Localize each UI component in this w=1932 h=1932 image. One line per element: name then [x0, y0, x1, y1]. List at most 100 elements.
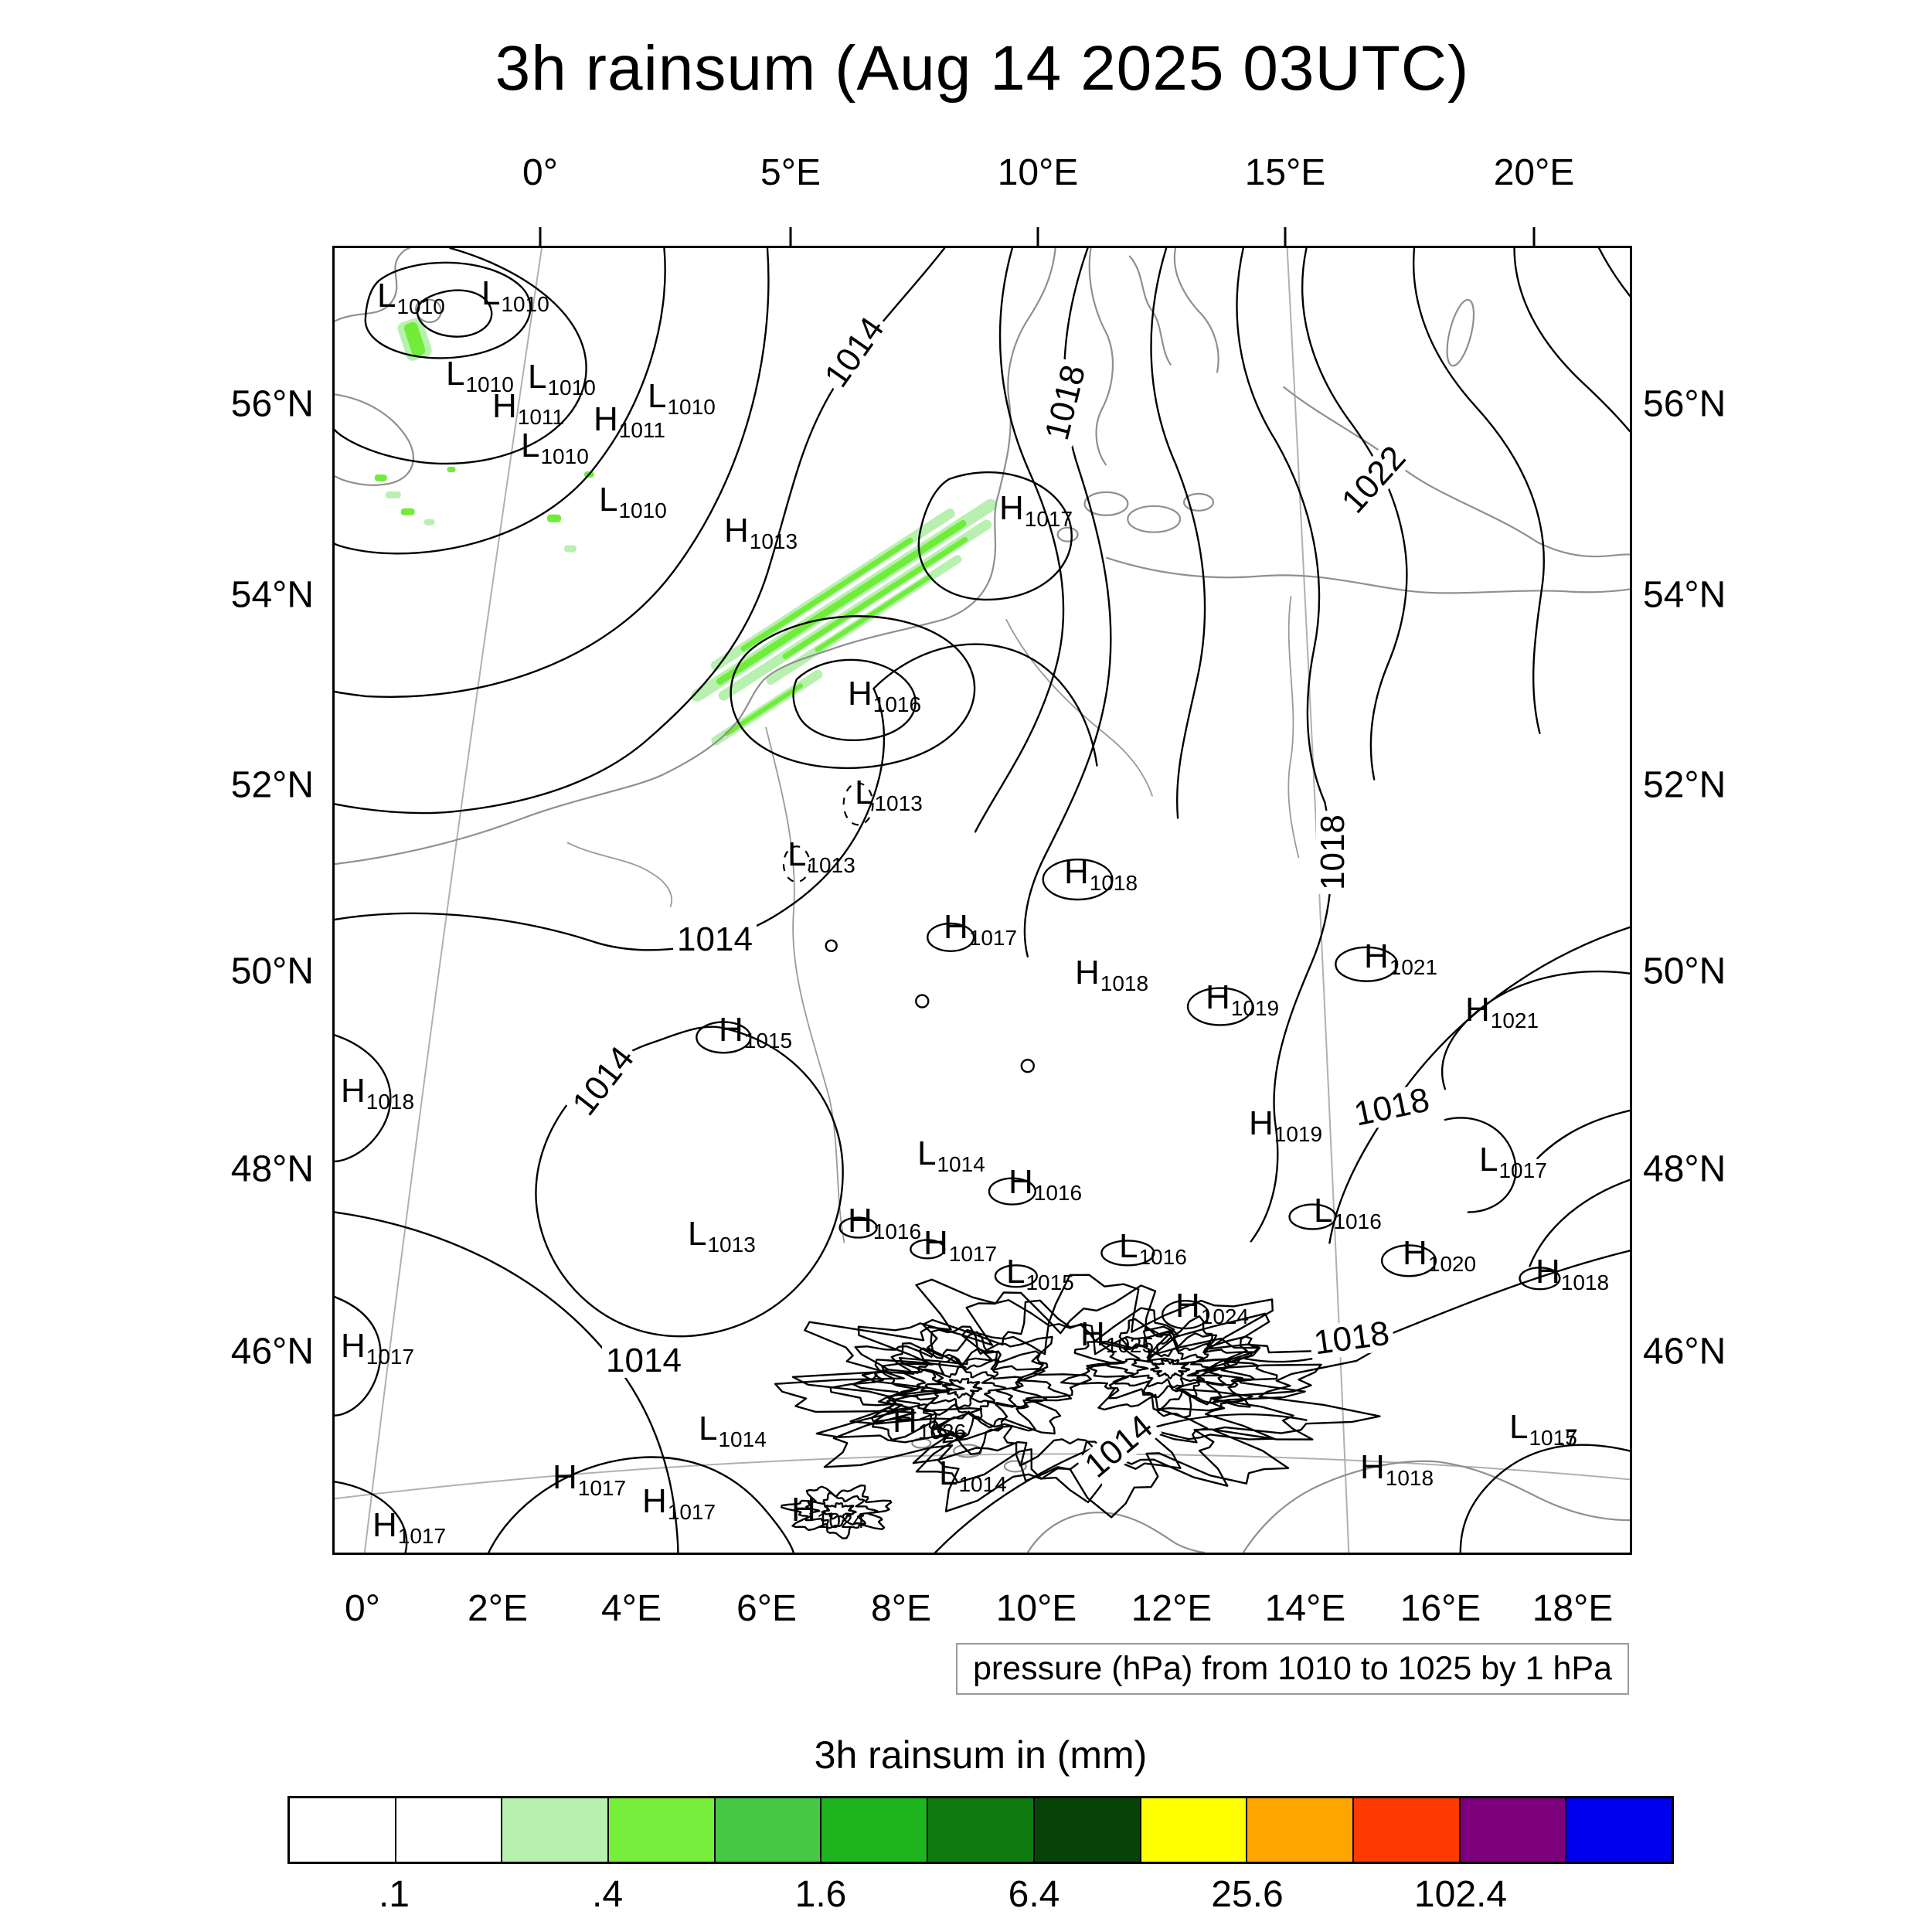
isobar-ring: [927, 922, 975, 952]
coastline: [1282, 386, 1630, 558]
lon-tick-label: 14°E: [1264, 1588, 1346, 1629]
pressure-value: 1013: [874, 791, 923, 815]
coastline: [1088, 248, 1114, 466]
pressure-value: 1025: [1105, 1333, 1155, 1357]
coastline: [762, 248, 1056, 682]
rain-patch: [724, 683, 803, 736]
isobar-contour: [1150, 248, 1206, 819]
isobar-label: 1018: [1314, 811, 1352, 894]
isobar-ring-dashed: [842, 782, 874, 826]
pressure-letter: H: [944, 908, 968, 946]
alps-isobar-contour: [821, 1502, 857, 1520]
rain-patch: [547, 514, 561, 522]
pressure-center-high: H1019: [1249, 1107, 1322, 1145]
pressure-letter: H: [999, 489, 1024, 527]
isobar-contour: [335, 248, 770, 698]
lon-tick-label: 20°E: [1493, 152, 1575, 193]
lon-tick-label: 8°E: [871, 1588, 931, 1629]
lat-tick-label: 48°N: [1643, 1148, 1726, 1190]
colorbar-segment: [607, 1798, 714, 1862]
pressure-value: 1010: [667, 395, 716, 419]
isobar-contour: [1301, 248, 1408, 781]
pressure-center-high: H1026: [893, 1402, 966, 1443]
pressure-markers: L1010 L1010 L1010 L1010 H1011 H1011 L1010 L1010…: [335, 248, 1630, 1553]
lat-tick-label: 46°N: [1643, 1331, 1726, 1372]
axis-tick: [789, 227, 792, 246]
isobar-contour: [1536, 1109, 1630, 1160]
rain-patch: [400, 508, 415, 515]
pressure-letter: H: [1075, 954, 1100, 992]
pressure-value: 1017: [968, 926, 1018, 950]
island: [1083, 491, 1129, 516]
isobar-label: 1018: [1347, 1080, 1437, 1134]
pressure-letter: L: [787, 835, 807, 873]
pressure-letter: H: [594, 400, 618, 438]
isobar-label: 1018: [1038, 358, 1093, 447]
pressure-center-high: H1011: [594, 400, 665, 441]
pressure-center-low: L1010: [377, 279, 445, 318]
pressure-center-high: H1018: [1064, 855, 1138, 894]
pressure-letter: H: [1080, 1315, 1105, 1353]
lon-tick-label: 0°: [522, 152, 558, 193]
pressure-value: 1020: [1427, 1252, 1477, 1276]
isobar-contour: [730, 615, 976, 770]
axis-left: 56°N 54°N 52°N 50°N 48°N 46°N: [0, 246, 332, 1555]
lon-tick-label: 5°E: [760, 152, 821, 193]
pressure-value: 1014: [958, 1472, 1007, 1496]
pressure-value: 1017: [948, 1242, 998, 1266]
pressure-value: 1014: [718, 1427, 767, 1451]
lon-tick-label: 6°E: [736, 1588, 797, 1629]
pressure-letter: L: [528, 358, 547, 396]
map-panel: L1010 L1010 L1010 L1010 H1011 H1011 L1010 L1010…: [332, 246, 1632, 1555]
alps-isobar-contour: [941, 1377, 983, 1399]
colorbar-segment: [290, 1798, 395, 1862]
lon-tick-label: 10°E: [997, 152, 1079, 193]
isobar-contour: [364, 261, 532, 359]
rain-patch: [716, 519, 967, 685]
island: [1182, 492, 1215, 512]
axis-right: 56°N 54°N 52°N 50°N 48°N 46°N: [1632, 246, 1932, 1555]
isobar-contour: [416, 289, 493, 338]
pressure-letter: H: [923, 1224, 948, 1262]
alps-isobar-contour: [852, 1331, 1073, 1439]
isobar-contour: [1236, 248, 1326, 804]
pressure-letter: L: [481, 274, 501, 312]
colorbar-tick-label: 6.4: [1008, 1874, 1060, 1915]
pressure-letter: H: [341, 1072, 366, 1110]
river: [1287, 596, 1300, 859]
isobar-ring: [1335, 946, 1399, 982]
pressure-letter: H: [848, 1202, 872, 1240]
pressure-letter: H: [1465, 991, 1490, 1029]
pressure-value: 1013: [749, 529, 798, 553]
pressure-letter: L: [446, 355, 465, 393]
isobar-contour: [1529, 1179, 1630, 1267]
river: [765, 726, 845, 1243]
rain-patch: [815, 574, 933, 652]
alps-isobar-contour: [1129, 1347, 1215, 1389]
isobar-contour: [1328, 926, 1630, 1244]
lake: [953, 1444, 983, 1458]
isobar-contour: [917, 471, 1073, 601]
colorbar-tick-label: 1.6: [794, 1874, 847, 1915]
pressure-letter: L: [1006, 1253, 1026, 1291]
island: [1056, 526, 1079, 543]
alps-contour-cluster: [774, 1274, 1381, 1539]
lon-tick-label: 18°E: [1532, 1588, 1614, 1629]
pressure-value: 1024: [1200, 1304, 1250, 1328]
isobar-ring: [825, 939, 838, 952]
isobar-contour: [1444, 1117, 1517, 1213]
pressure-letter: H: [893, 1402, 917, 1440]
pressure-caption: pressure (hPa) from 1010 to 1025 by 1 hP…: [955, 1643, 1629, 1696]
isobar-ring: [988, 1177, 1036, 1206]
pressure-center-low: L1010: [446, 355, 514, 396]
pressure-center-low: L1013: [855, 776, 923, 815]
pressure-letter: L: [699, 1410, 718, 1447]
pressure-center-low: L1010: [648, 379, 716, 418]
isobar-contour: [1440, 971, 1630, 1090]
coastline: [415, 298, 442, 323]
pressure-letter: H: [553, 1458, 577, 1496]
pressure-letter: L: [688, 1215, 707, 1253]
alps-isobar-contour: [1150, 1359, 1191, 1379]
pressure-letter: H: [791, 1491, 816, 1529]
